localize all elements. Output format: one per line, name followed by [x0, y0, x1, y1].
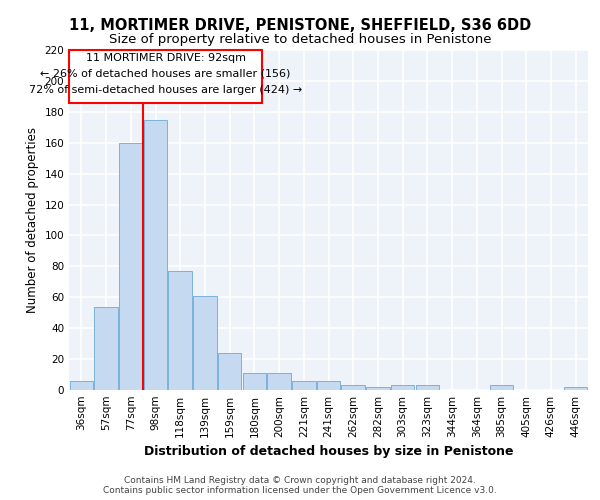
Bar [292, 380, 316, 390]
Bar [119, 142, 143, 390]
Bar [490, 386, 513, 390]
Bar [218, 353, 241, 390]
Bar [94, 306, 118, 390]
Bar [366, 387, 389, 390]
FancyBboxPatch shape [70, 50, 262, 102]
Bar [70, 380, 93, 390]
Bar [144, 120, 167, 390]
Bar [193, 296, 217, 390]
Bar [317, 380, 340, 390]
Text: ← 26% of detached houses are smaller (156): ← 26% of detached houses are smaller (15… [40, 69, 291, 79]
Bar [341, 386, 365, 390]
Bar [391, 386, 415, 390]
Text: Contains HM Land Registry data © Crown copyright and database right 2024.
Contai: Contains HM Land Registry data © Crown c… [103, 476, 497, 495]
Bar [416, 386, 439, 390]
Bar [268, 373, 291, 390]
Y-axis label: Number of detached properties: Number of detached properties [26, 127, 39, 313]
Bar [242, 373, 266, 390]
Text: Size of property relative to detached houses in Penistone: Size of property relative to detached ho… [109, 32, 491, 46]
Text: 11 MORTIMER DRIVE: 92sqm: 11 MORTIMER DRIVE: 92sqm [86, 53, 245, 63]
Text: 11, MORTIMER DRIVE, PENISTONE, SHEFFIELD, S36 6DD: 11, MORTIMER DRIVE, PENISTONE, SHEFFIELD… [69, 18, 531, 32]
Text: 72% of semi-detached houses are larger (424) →: 72% of semi-detached houses are larger (… [29, 85, 302, 95]
Bar [564, 387, 587, 390]
Bar [169, 271, 192, 390]
X-axis label: Distribution of detached houses by size in Penistone: Distribution of detached houses by size … [144, 446, 513, 458]
